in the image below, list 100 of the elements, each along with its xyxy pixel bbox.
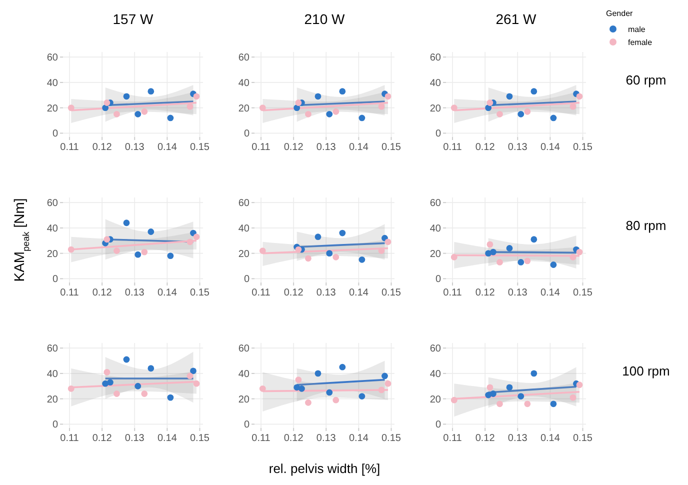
point bbox=[524, 400, 531, 408]
x-tick-label: 0.11 bbox=[252, 288, 271, 298]
x-tick-label: 0.12 bbox=[475, 142, 496, 153]
x-axis-title: rel. pelvis width [%] bbox=[268, 461, 380, 476]
point bbox=[107, 379, 114, 386]
point bbox=[550, 114, 557, 122]
point bbox=[298, 385, 305, 392]
point bbox=[486, 241, 494, 248]
x-tick-label: 0.11 bbox=[443, 288, 462, 298]
x-tick-label: 0.11 bbox=[252, 142, 271, 153]
point bbox=[496, 259, 503, 266]
x-tick-label: 0.14 bbox=[348, 433, 369, 444]
point bbox=[576, 93, 583, 100]
x-tick-label: 0.13 bbox=[124, 433, 145, 444]
point bbox=[550, 400, 557, 408]
y-tick-label: 0 bbox=[52, 274, 58, 286]
y-tick-label: 0 bbox=[244, 420, 250, 431]
x-tick-label: 0.15 bbox=[573, 142, 593, 153]
y-tick-label: 20 bbox=[238, 248, 250, 260]
x-tick-label: 0.13 bbox=[316, 288, 336, 298]
point bbox=[530, 236, 538, 243]
point bbox=[326, 250, 333, 257]
x-tick-label: 0.13 bbox=[316, 142, 336, 153]
x-tick-label: 0.11 bbox=[60, 433, 80, 444]
point bbox=[186, 372, 194, 380]
point bbox=[570, 394, 576, 401]
point bbox=[295, 376, 302, 383]
point bbox=[167, 252, 174, 260]
point bbox=[378, 103, 385, 110]
x-tick-label: 0.15 bbox=[190, 288, 210, 298]
point bbox=[382, 372, 388, 380]
x-tick-label: 0.15 bbox=[190, 142, 210, 153]
point bbox=[384, 93, 392, 100]
y-tick-label: 20 bbox=[46, 248, 58, 260]
point bbox=[524, 258, 531, 264]
point bbox=[490, 390, 496, 397]
y-tick-label: 20 bbox=[238, 394, 250, 406]
y-tick-label: 40 bbox=[238, 223, 250, 234]
y2-axis-title: 80 rpm bbox=[626, 218, 666, 233]
point bbox=[450, 254, 458, 260]
point bbox=[384, 238, 392, 246]
y-tick-label: 40 bbox=[46, 223, 58, 234]
point bbox=[490, 248, 496, 256]
y-tick-label: 40 bbox=[46, 78, 58, 89]
x-tick-label: 0.11 bbox=[443, 433, 462, 444]
point bbox=[186, 238, 194, 246]
point bbox=[148, 228, 154, 235]
point bbox=[358, 393, 366, 400]
y-tick-label: 0 bbox=[52, 420, 58, 431]
y2-axis-title: 60 rpm bbox=[626, 72, 666, 88]
point bbox=[506, 245, 513, 252]
point bbox=[314, 370, 322, 377]
point bbox=[378, 248, 385, 254]
point bbox=[326, 389, 333, 396]
x-tick-label: 0.14 bbox=[348, 288, 369, 298]
point bbox=[576, 248, 583, 256]
point bbox=[450, 396, 458, 404]
point bbox=[141, 390, 148, 397]
point bbox=[104, 100, 110, 106]
point bbox=[123, 93, 130, 100]
y-tick-label: 0 bbox=[244, 128, 250, 140]
point bbox=[518, 393, 524, 400]
x-tick-label: 0.12 bbox=[284, 288, 304, 298]
point bbox=[186, 103, 194, 110]
x-tick-label: 0.11 bbox=[252, 433, 271, 444]
x-tick-label: 0.14 bbox=[157, 288, 178, 298]
point bbox=[123, 220, 130, 226]
point bbox=[134, 251, 142, 258]
legend-label: female bbox=[628, 38, 653, 47]
x-tick-label: 0.14 bbox=[540, 142, 560, 153]
x-tick-label: 0.12 bbox=[284, 433, 304, 444]
point bbox=[148, 88, 154, 95]
y-tick-label: 0 bbox=[52, 128, 58, 140]
x-tick-label: 0.11 bbox=[60, 142, 80, 153]
point bbox=[485, 104, 492, 112]
point bbox=[339, 364, 346, 370]
point bbox=[104, 368, 110, 376]
point bbox=[193, 93, 200, 100]
y-tick-label: 0 bbox=[435, 420, 442, 431]
point bbox=[305, 399, 312, 406]
point bbox=[326, 110, 333, 118]
point bbox=[339, 230, 346, 236]
x-tick-label: 0.12 bbox=[284, 142, 304, 153]
point bbox=[305, 255, 312, 262]
point bbox=[339, 88, 346, 95]
chart-title: 261 W bbox=[496, 11, 538, 27]
point bbox=[259, 104, 266, 112]
y-tick-label: 60 bbox=[238, 52, 250, 64]
x-tick-label: 0.15 bbox=[573, 288, 593, 298]
y2-axis-title: 100 rpm bbox=[622, 364, 670, 378]
point bbox=[550, 262, 557, 268]
y-tick-label: 20 bbox=[430, 394, 442, 406]
x-tick-label: 0.14 bbox=[540, 288, 560, 298]
point bbox=[496, 110, 503, 118]
y-tick-label: 20 bbox=[430, 248, 442, 260]
point bbox=[193, 380, 200, 387]
x-tick-label: 0.14 bbox=[157, 142, 178, 153]
point bbox=[68, 385, 74, 392]
point bbox=[134, 110, 142, 118]
x-tick-label: 0.12 bbox=[475, 433, 496, 444]
